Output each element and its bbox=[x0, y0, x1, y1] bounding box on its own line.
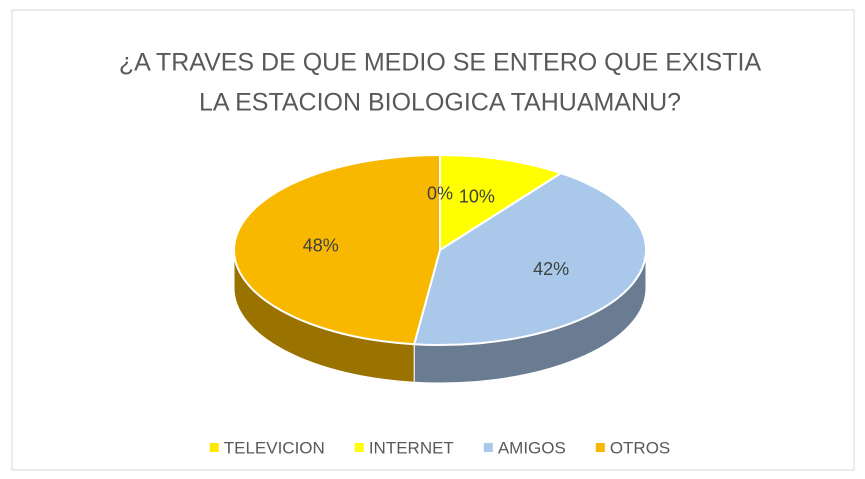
legend-label: AMIGOS bbox=[498, 438, 566, 457]
data-label: 42% bbox=[533, 259, 569, 279]
legend-label: OTROS bbox=[610, 438, 670, 457]
chart-title-line: ¿A TRAVES DE QUE MEDIO SE ENTERO QUE EXI… bbox=[119, 49, 762, 77]
legend-swatch bbox=[354, 443, 364, 452]
data-label: 0% bbox=[427, 184, 453, 204]
legend-swatch bbox=[483, 443, 493, 452]
slice bbox=[233, 153, 441, 346]
data-label: 10% bbox=[459, 186, 495, 206]
slice bbox=[439, 153, 564, 252]
slice bbox=[412, 172, 647, 346]
legend-label: INTERNET bbox=[369, 438, 454, 457]
chart-title-line: LA ESTACION BIOLOGICA TAHUAMANU? bbox=[199, 89, 681, 117]
legend-label: TELEVICION bbox=[224, 438, 325, 457]
legend-swatch bbox=[595, 443, 605, 452]
legend-swatch bbox=[209, 443, 219, 452]
data-label: 48% bbox=[303, 235, 339, 255]
